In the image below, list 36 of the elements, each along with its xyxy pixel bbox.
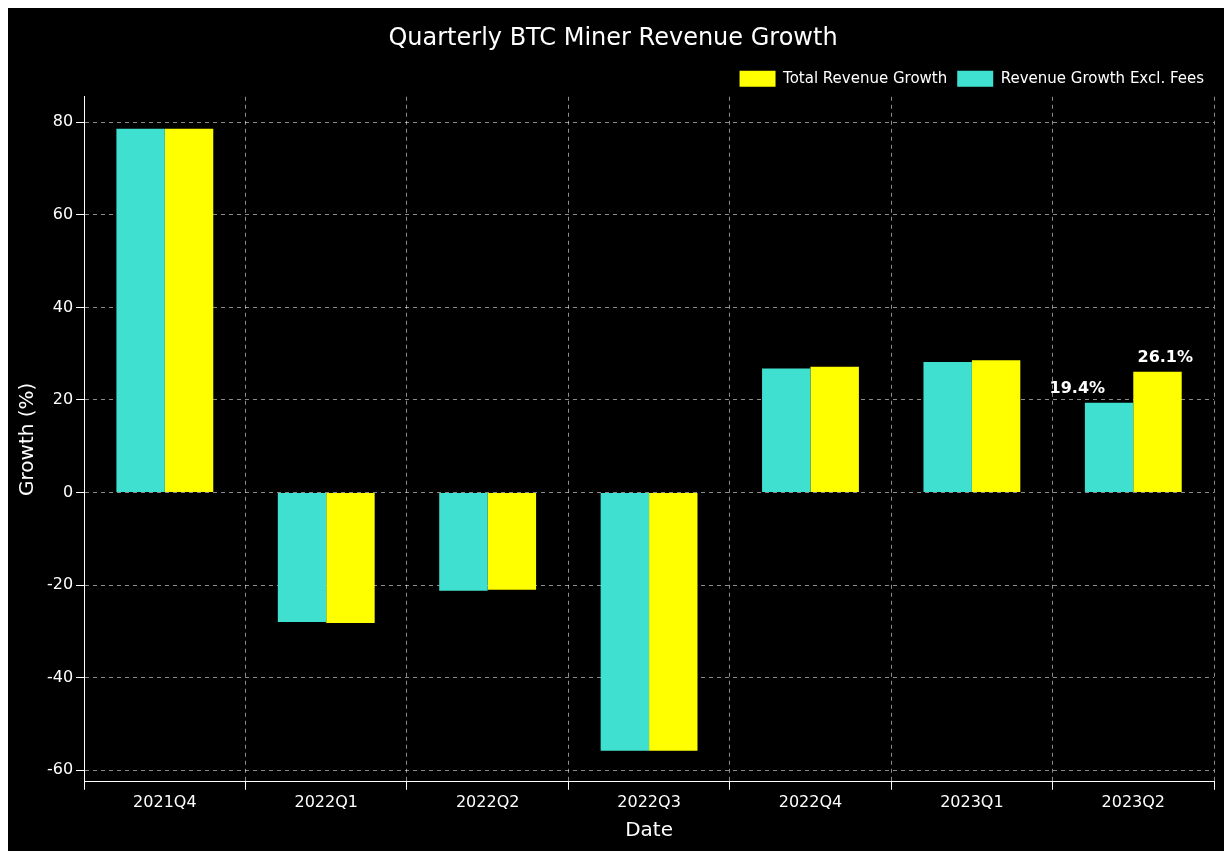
chart-title: Quarterly BTC Miner Revenue Growth <box>388 22 838 51</box>
x-tick-label: 2023Q1 <box>940 791 1004 811</box>
bar <box>1084 402 1134 493</box>
y-tick-label: 40 <box>52 296 74 316</box>
bar <box>439 493 488 591</box>
x-axis-title: Date <box>625 817 673 842</box>
y-tick-label: 60 <box>52 203 74 223</box>
y-tick-label: -20 <box>46 574 74 594</box>
x-tick-label: 2022Q4 <box>778 791 843 811</box>
y-axis-title: Growth (%) <box>14 382 39 496</box>
bar <box>762 368 811 493</box>
bar <box>277 493 327 623</box>
bar <box>810 366 859 493</box>
bar <box>164 128 214 493</box>
bar <box>600 493 650 751</box>
data-label: 19.4% <box>1049 377 1106 397</box>
y-tick-label: 20 <box>52 389 74 409</box>
y-tick-label: 80 <box>52 111 74 131</box>
y-tick-label: -40 <box>46 666 74 686</box>
bar <box>1133 371 1182 493</box>
legend-label: Total Revenue Growth <box>782 68 948 87</box>
y-tick-label: -60 <box>46 759 74 779</box>
bar <box>487 493 537 590</box>
x-tick-label: 2021Q4 <box>133 791 197 811</box>
bar <box>923 362 972 493</box>
x-tick-label: 2022Q1 <box>294 791 358 811</box>
x-tick-label: 2022Q2 <box>455 791 520 811</box>
bar <box>649 493 698 751</box>
bar <box>116 128 165 493</box>
data-label: 26.1% <box>1137 346 1194 366</box>
x-tick-label: 2022Q3 <box>617 791 681 811</box>
bar <box>326 493 375 624</box>
legend-label: Revenue Growth Excl. Fees <box>1000 68 1205 87</box>
x-tick-label: 2023Q2 <box>1101 791 1166 811</box>
y-tick-label: 0 <box>62 481 74 501</box>
bar <box>971 360 1021 493</box>
